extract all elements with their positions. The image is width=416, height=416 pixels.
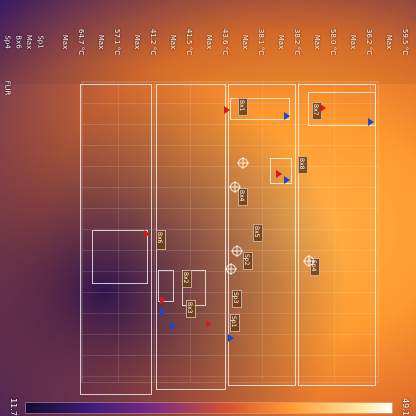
header-col-8-val: 58.0 °C [329, 28, 338, 56]
marker-red [276, 170, 282, 178]
marker-blue [368, 118, 374, 126]
header-col-1-val: 64.7 °C [77, 28, 86, 56]
marker-blue [170, 322, 176, 330]
measurement-box-low-left [158, 270, 174, 302]
scale-gradient [25, 402, 393, 414]
marker-red [160, 296, 166, 304]
header-col-2-val: 57.1 °C [113, 28, 122, 56]
marker-red [144, 230, 150, 238]
measurement-box-small-left [92, 230, 148, 284]
temperature-scale: 11.7 49.1 [9, 398, 410, 416]
crosshair-spot [226, 264, 236, 274]
marker-blue [228, 334, 234, 342]
header-col-10-val: 59.5 °C [401, 28, 410, 56]
measurement-box-bx2 [80, 84, 152, 395]
tag-bx4: Bx4 [238, 188, 248, 206]
marker-blue [284, 112, 290, 120]
measurement-box-bx4 [228, 84, 296, 386]
scale-max: 49.1 [401, 398, 410, 416]
tag-sp1: Sp1 [230, 314, 240, 332]
marker-blue [284, 176, 290, 184]
tag-bx1: Bx1 [238, 98, 248, 116]
header-col-3-val: 41.2 °C [149, 28, 158, 56]
measurement-header: Max 64.7 °C Max 57.1 °C Max 41.2 °C Max … [0, 0, 416, 84]
marker-red [206, 320, 212, 328]
tag-bx5: Bx5 [253, 224, 263, 242]
header-col-7-val: 38.2 °C [293, 28, 302, 56]
header-col-9-val: 36.2 °C [365, 28, 374, 56]
marker-blue [160, 308, 166, 316]
tag-bx2: Bx2 [182, 270, 192, 288]
crosshair-spot [304, 256, 314, 266]
header-col-6-val: 38.1 °C [257, 28, 266, 56]
solar-panel-grid [81, 81, 379, 383]
measurement-box-top-right [308, 92, 376, 126]
measurement-box-bx3 [156, 84, 226, 390]
tag-sp2: Sp2 [243, 252, 253, 270]
header-col-5-val: 43.6 °C [221, 28, 230, 56]
marker-red [224, 106, 230, 114]
tag-bx6: Bx6 [156, 230, 166, 250]
tag-sp3: Sp3 [232, 290, 242, 308]
measurement-box-mid-right [270, 158, 292, 184]
marker-red [320, 104, 326, 112]
tag-bx8: Bx8 [298, 156, 308, 174]
measurement-box-bx5 [298, 84, 376, 386]
tag-bx3: Bx3 [186, 300, 196, 318]
tag-sp4: Sp4 [310, 258, 320, 276]
crosshair-spot [238, 158, 248, 168]
crosshair-spot [230, 182, 240, 192]
measurement-box-top-mid [230, 98, 290, 120]
scale-min: 11.7 [9, 398, 18, 416]
crosshair-spot [232, 246, 242, 256]
header-col-4-val: 41.5 °C [185, 28, 194, 56]
